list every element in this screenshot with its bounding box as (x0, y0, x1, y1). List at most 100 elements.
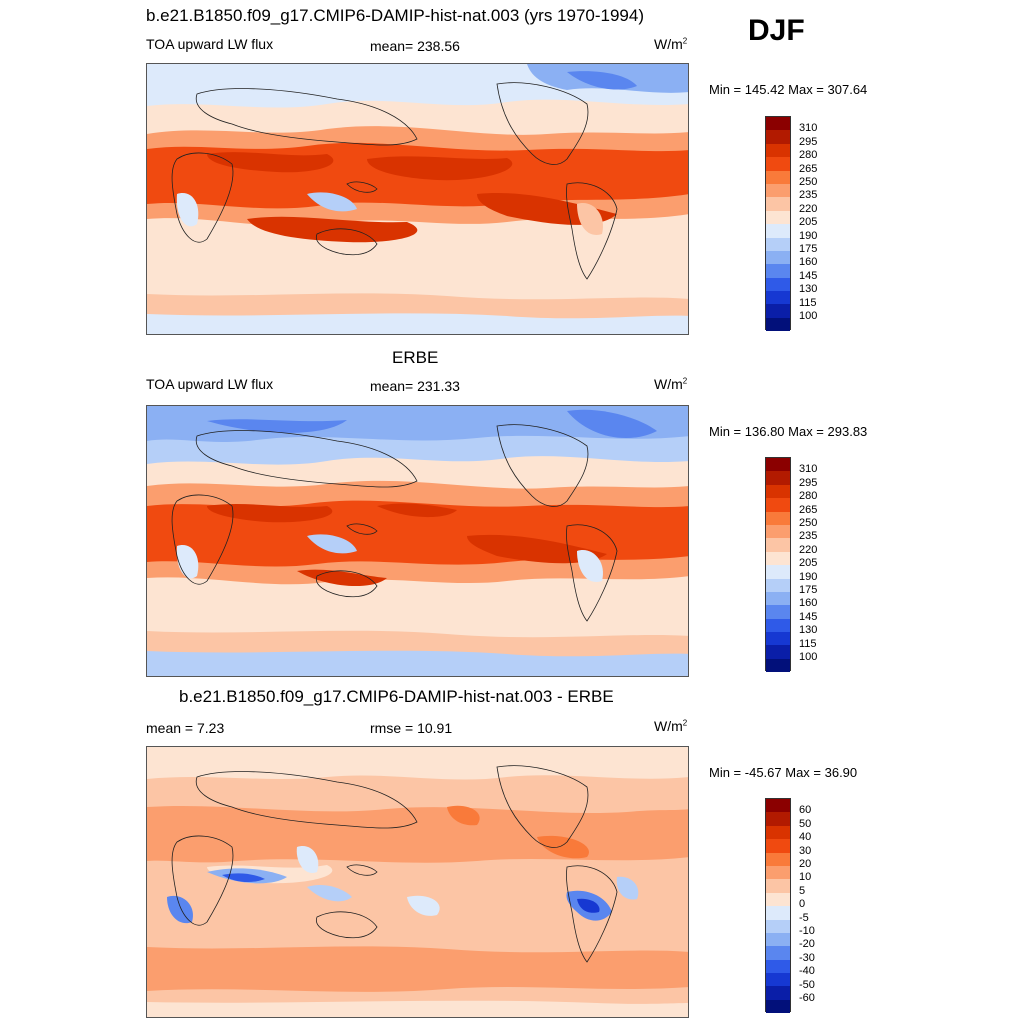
colorbar-swatch (766, 946, 790, 960)
panel1-colorbar (765, 116, 791, 332)
colorbar-swatch (766, 906, 790, 920)
colorbar-tick-label: 310 (799, 463, 818, 476)
colorbar-swatch (766, 632, 790, 646)
colorbar-swatch (766, 658, 790, 673)
colorbar-swatch (766, 999, 790, 1014)
colorbar-tick-label: 310 (799, 122, 818, 135)
colorbar-swatch (766, 932, 790, 947)
panel3-mean-label: mean = 7.23 (146, 720, 225, 736)
colorbar-swatch (766, 170, 790, 184)
panel2-mean-label: mean= 231.33 (370, 378, 460, 394)
colorbar-tick-label: 265 (799, 503, 818, 516)
colorbar-tick-label: 100 (799, 651, 818, 663)
colorbar-tick-label: 100 (799, 310, 818, 322)
colorbar-tick-label: 205 (799, 557, 818, 570)
colorbar-swatch (766, 799, 790, 813)
colorbar-swatch (766, 852, 790, 866)
colorbar-tick-label: 5 (799, 884, 806, 897)
colorbar-tick-label: 30 (799, 844, 812, 857)
colorbar-tick-label: 295 (799, 476, 818, 489)
colorbar-swatch (766, 959, 790, 974)
colorbar-swatch (766, 865, 790, 880)
colorbar-tick-label: 250 (799, 176, 818, 188)
colorbar-tick-label: -50 (799, 978, 815, 991)
colorbar-tick-label: 220 (799, 543, 818, 556)
colorbar-swatch (766, 458, 790, 472)
colorbar-tick-label: 10 (799, 871, 812, 884)
colorbar-tick-label: -20 (799, 938, 815, 951)
colorbar-swatch (766, 986, 790, 1000)
colorbar-swatch (766, 618, 790, 633)
panel1-mean-label: mean= 238.56 (370, 38, 460, 54)
colorbar-swatch (766, 645, 790, 659)
panel2-map (146, 405, 689, 677)
colorbar-tick-label: 175 (799, 584, 818, 596)
panel1-units: W/m2 (654, 36, 688, 52)
colorbar-swatch (766, 538, 790, 552)
colorbar-swatch (766, 498, 790, 512)
panel3-rmse-label: rmse = 10.91 (370, 720, 453, 736)
colorbar-swatch (766, 578, 790, 592)
colorbar-tick-label: -60 (799, 992, 815, 1004)
colorbar-swatch (766, 304, 790, 318)
panel1-minmax: Min = 145.42 Max = 307.64 (709, 82, 868, 97)
colorbar-swatch (766, 605, 790, 619)
panel2-colorbar (765, 457, 791, 673)
panel1-title: b.e21.B1850.f09_g17.CMIP6-DAMIP-hist-nat… (146, 6, 644, 25)
colorbar-swatch (766, 277, 790, 292)
colorbar-tick-label: 190 (799, 229, 818, 242)
colorbar-swatch (766, 551, 790, 566)
colorbar-swatch (766, 237, 790, 251)
colorbar-tick-label: 130 (799, 283, 818, 296)
colorbar-swatch (766, 157, 790, 171)
colorbar-tick-label: 115 (799, 296, 817, 309)
colorbar-swatch (766, 892, 790, 907)
colorbar-tick-label: 60 (799, 804, 812, 817)
colorbar-swatch (766, 973, 790, 987)
colorbar-tick-label: -10 (799, 925, 815, 937)
panel3-title: b.e21.B1850.f09_g17.CMIP6-DAMIP-hist-nat… (179, 687, 614, 706)
panel1-map (146, 63, 689, 335)
colorbar-swatch (766, 291, 790, 305)
colorbar-tick-label: 220 (799, 202, 818, 215)
colorbar-swatch (766, 224, 790, 238)
colorbar-swatch (766, 117, 790, 131)
panel3-colorbar (765, 798, 791, 1014)
panel1-variable-label: TOA upward LW flux (146, 36, 274, 52)
panel2-title: ERBE (392, 348, 439, 367)
colorbar-tick-label: 20 (799, 858, 812, 870)
colorbar-tick-label: 280 (799, 490, 818, 503)
colorbar-tick-label: 205 (799, 216, 818, 229)
panel2-minmax: Min = 136.80 Max = 293.83 (709, 424, 868, 439)
colorbar-tick-label: 0 (799, 898, 806, 911)
colorbar-tick-label: 295 (799, 135, 818, 148)
colorbar-tick-label: 235 (799, 530, 818, 543)
colorbar-swatch (766, 317, 790, 332)
colorbar-tick-label: 190 (799, 570, 818, 583)
season-label: DJF (748, 14, 805, 47)
colorbar-tick-label: 145 (799, 610, 818, 623)
colorbar-tick-label: 175 (799, 243, 818, 255)
colorbar-swatch (766, 210, 790, 225)
colorbar-tick-label: 250 (799, 517, 818, 529)
colorbar-swatch (766, 812, 790, 826)
panel3-units: W/m2 (654, 718, 688, 734)
colorbar-tick-label: 50 (799, 817, 812, 830)
colorbar-swatch (766, 591, 790, 606)
colorbar-tick-label: -30 (799, 951, 815, 964)
colorbar-swatch (766, 264, 790, 278)
colorbar-tick-label: -5 (799, 911, 809, 924)
colorbar-swatch (766, 919, 790, 933)
colorbar-tick-label: 235 (799, 189, 818, 202)
colorbar-tick-label: 265 (799, 162, 818, 175)
colorbar-tick-label: 160 (799, 597, 818, 610)
colorbar-tick-label: -40 (799, 965, 815, 978)
colorbar-tick-label: 160 (799, 256, 818, 269)
colorbar-swatch (766, 511, 790, 525)
colorbar-swatch (766, 484, 790, 499)
colorbar-swatch (766, 524, 790, 539)
colorbar-swatch (766, 197, 790, 211)
colorbar-tick-label: 115 (799, 637, 817, 650)
panel3-map (146, 746, 689, 1018)
colorbar-swatch (766, 183, 790, 198)
